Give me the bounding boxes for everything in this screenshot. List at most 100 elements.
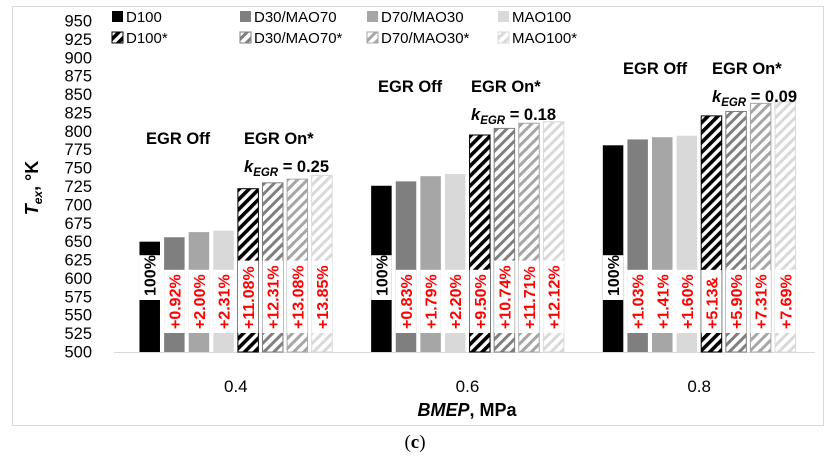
data-label-bg — [262, 260, 283, 333]
data-label-bg — [676, 269, 698, 333]
data-label: +11.71% — [522, 266, 539, 329]
data-label: +1.60% — [680, 274, 697, 329]
data-label-bg — [543, 260, 564, 333]
legend-label-d100: D100 — [126, 9, 162, 26]
data-label: +2.31% — [217, 274, 234, 329]
egr-on-label: EGR On* — [244, 130, 314, 148]
data-label: 100% — [606, 255, 623, 296]
k-egr-label: kEGR = 0.18 — [471, 106, 556, 127]
data-label: +5.13& — [704, 277, 721, 329]
data-label: +12.12% — [547, 265, 564, 329]
y-tick-label: 500 — [64, 344, 92, 362]
y-tick-label: 725 — [64, 178, 92, 196]
bar-d100-0-8 — [602, 145, 624, 352]
y-tick-label: 950 — [64, 13, 92, 31]
y-tick-label: 800 — [64, 123, 92, 141]
x-tick-label: 0.8 — [687, 377, 711, 396]
y-tick-label: 900 — [64, 49, 92, 67]
data-label-bg — [420, 269, 441, 333]
data-label: +1.41% — [655, 274, 672, 329]
data-label-bg — [750, 269, 771, 333]
legend-swatch-d30-mao70 — [240, 11, 251, 22]
data-label: 100% — [143, 255, 160, 296]
data-label-bg — [139, 255, 160, 300]
data-label-bg — [652, 269, 673, 333]
legend-label-d100-star: D100* — [126, 30, 168, 47]
legend-swatch-mao100 — [498, 11, 509, 22]
data-label: +1.03% — [631, 274, 648, 329]
egr-off-label: EGR Off — [146, 130, 211, 148]
data-label: +0.92% — [167, 274, 184, 329]
data-label-bg — [444, 269, 466, 333]
data-label-bg — [627, 269, 648, 333]
data-label-bg — [213, 269, 234, 333]
data-label-bg — [371, 255, 392, 300]
legend-label-d30-mao70: D30/MAO70 — [254, 9, 337, 26]
y-tick-label: 750 — [64, 160, 92, 178]
y-tick-label: 550 — [64, 307, 92, 325]
legend-swatch-d100 — [112, 11, 123, 22]
k-egr-label: kEGR = 0.25 — [244, 158, 329, 179]
y-tick-label: 625 — [64, 252, 92, 270]
egr-off-label: EGR Off — [378, 78, 443, 96]
x-axis-title: BMEP, MPa — [417, 400, 517, 420]
data-label-bg — [518, 260, 540, 333]
data-label: +0.83% — [399, 274, 416, 329]
data-label-bg — [188, 269, 210, 333]
data-label-bg — [164, 269, 185, 333]
data-label: +9.50% — [473, 274, 490, 329]
egr-off-label: EGR Off — [623, 60, 688, 78]
egr-on-label: EGR On* — [471, 78, 541, 96]
data-label-bg — [725, 269, 747, 333]
y-tick-label: 675 — [64, 215, 92, 233]
y-axis-title: Tex, °K — [22, 161, 45, 216]
data-label: +13.08% — [290, 265, 307, 329]
legend-swatch-d70-mao30 — [367, 11, 378, 22]
data-label-bg — [287, 260, 308, 333]
k-egr-label: kEGR = 0.09 — [712, 88, 797, 109]
data-label: 100% — [374, 255, 391, 296]
data-label: +5.90% — [729, 274, 746, 329]
data-label-bg — [494, 260, 515, 333]
y-tick-label: 525 — [64, 325, 92, 343]
y-tick-label: 825 — [64, 104, 92, 122]
y-tick-label: 850 — [64, 86, 92, 104]
data-label-bg — [775, 269, 796, 333]
legend-label-mao100-star: MAO100* — [512, 30, 577, 47]
x-tick-label: 0.6 — [456, 377, 480, 396]
data-label-bg — [395, 269, 417, 333]
y-tick-label: 575 — [64, 288, 92, 306]
data-label: +2.00% — [192, 274, 209, 329]
y-tick-label: 925 — [64, 31, 92, 49]
chart: 5005255505756006256506757007257507758008… — [22, 9, 815, 420]
y-tick-label: 700 — [64, 196, 92, 214]
legend-label-d70-mao30: D70/MAO30 — [381, 9, 464, 26]
y-tick-label: 875 — [64, 68, 92, 86]
legend-label-mao100: MAO100 — [512, 9, 571, 26]
legend-swatch-d70-mao30-star — [366, 31, 379, 44]
data-label-bg — [469, 269, 491, 333]
data-label-bg — [311, 260, 333, 333]
data-label-bg — [602, 255, 624, 300]
data-label: +13.85% — [315, 265, 332, 329]
data-label: +2.20% — [448, 274, 465, 329]
legend-label-d30-mao70-star: D30/MAO70* — [254, 30, 343, 47]
y-tick-label: 775 — [64, 141, 92, 159]
egr-on-label: EGR On* — [712, 60, 782, 78]
data-label: +12.31% — [266, 265, 283, 329]
data-label: +10.74% — [497, 265, 514, 329]
legend-swatch-mao100-star — [497, 31, 510, 44]
legend-swatch-d100-star — [111, 31, 124, 44]
x-tick-label: 0.4 — [224, 377, 248, 396]
y-tick-label: 650 — [64, 233, 92, 251]
data-label-bg — [701, 269, 722, 333]
panel-caption: (c) — [404, 432, 426, 453]
panel-letter: c — [410, 432, 420, 453]
legend-label-d70-mao30-star: D70/MAO30* — [381, 30, 470, 47]
y-tick-label: 600 — [64, 270, 92, 288]
legend-swatch-d30-mao70-star — [239, 31, 252, 44]
data-label: +11.08% — [241, 266, 258, 329]
data-label: +7.69% — [778, 274, 795, 329]
data-label: +7.31% — [754, 274, 771, 329]
data-label: +1.79% — [424, 274, 441, 329]
